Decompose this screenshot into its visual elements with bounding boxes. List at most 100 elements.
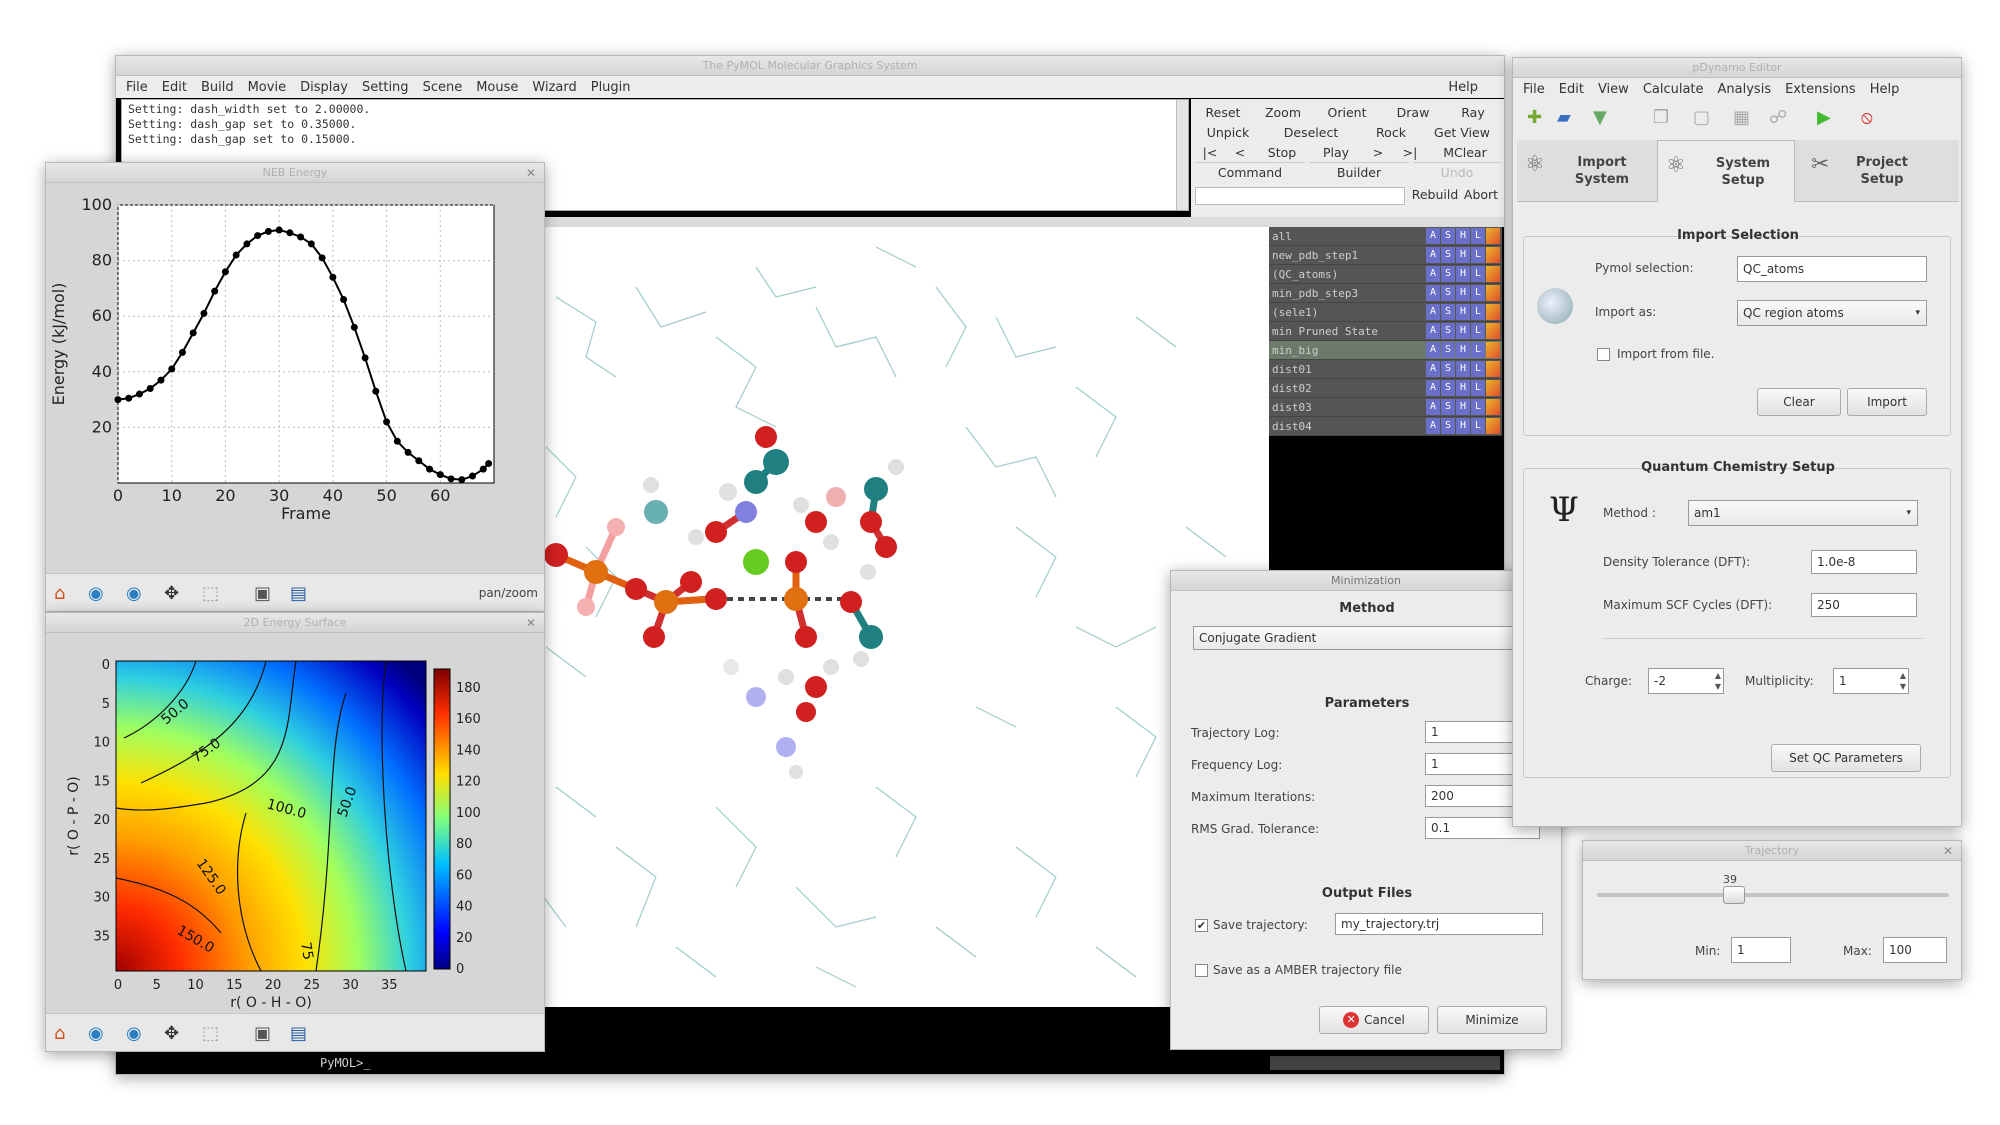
menu-display[interactable]: Display [300,79,348,95]
method-select[interactable]: Conjugate Gradient▾ [1193,626,1539,650]
menu-extensions[interactable]: Extensions [1785,81,1856,97]
menu-build[interactable]: Build [200,79,234,95]
menu-edit[interactable]: Edit [1558,81,1584,97]
forward-icon[interactable]: ◉ [126,1023,142,1044]
max-iterations-input[interactable]: 200 [1425,785,1540,807]
menu-calculate[interactable]: Calculate [1642,81,1704,97]
forward-frame-button[interactable]: > [1372,145,1384,160]
orient-button[interactable]: Orient [1327,105,1367,120]
get-view-button[interactable]: Get View [1434,125,1490,140]
movie-controls[interactable] [1270,1056,1500,1070]
rms-tolerance-input[interactable]: 0.1 [1425,817,1540,839]
network-icon[interactable]: ☍ [1769,107,1788,128]
import-file-checkbox[interactable] [1597,348,1610,361]
object-row[interactable]: dist02 A S H L [1269,379,1502,398]
object-row[interactable]: dist01 A S H L [1269,360,1502,379]
pymol-command-line[interactable]: PyMOL>_ [316,1052,1504,1074]
save-amber-checkbox[interactable] [1195,964,1208,977]
qc-method-select[interactable]: am1 ▾ [1688,500,1918,526]
rewind-button[interactable]: |< [1202,145,1218,160]
back-frame-button[interactable]: < [1234,145,1246,160]
log-scrollbar[interactable] [1176,100,1188,210]
new-icon[interactable]: ✚ [1527,107,1543,128]
import-button[interactable]: Import [1847,388,1927,416]
frequency-log-input[interactable]: 1 [1425,753,1540,775]
object-row[interactable]: (sele1) A S H L [1269,303,1502,322]
trajectory-file-input[interactable]: my_trajectory.trj [1335,913,1543,935]
menu-help[interactable]: Help [1448,79,1478,95]
menu-file[interactable]: File [1523,81,1545,97]
menu-analysis[interactable]: Analysis [1717,81,1772,97]
object-row[interactable]: (QC_atoms) A S H L [1269,265,1502,284]
object-row[interactable]: dist04 A S H L [1269,417,1502,436]
import-as-select[interactable]: QC region atoms ▾ [1737,300,1927,326]
stop-icon[interactable]: ⦸ [1861,107,1873,128]
save-icon[interactable]: ▤ [290,1023,308,1044]
menu-movie[interactable]: Movie [247,79,287,95]
menu-mouse[interactable]: Mouse [476,79,519,95]
tab-import-system[interactable]: ⚛ Import System [1525,152,1630,187]
deselect-button[interactable]: Deselect [1283,125,1339,140]
object-row[interactable]: min_big A S H L [1269,341,1502,360]
rock-button[interactable]: Rock [1376,125,1406,140]
set-qc-parameters-button[interactable]: Set QC Parameters [1771,744,1921,772]
object-row[interactable]: all A S H L [1269,227,1502,246]
frame-slider-handle[interactable] [1723,886,1746,904]
save-icon[interactable]: ▤ [290,583,308,604]
clear-button[interactable]: Clear [1757,388,1841,416]
configure-icon[interactable]: ▣ [254,1023,272,1044]
menu-file[interactable]: File [126,79,148,95]
back-icon[interactable]: ◉ [88,1023,104,1044]
pymol-command-input[interactable] [1195,187,1405,205]
cancel-button[interactable]: ✕ Cancel [1319,1006,1429,1034]
pan-icon[interactable]: ✥ [164,583,180,604]
density-tolerance-input[interactable]: 1.0e-8 [1811,550,1917,574]
builder-button[interactable]: Builder [1309,162,1409,183]
save-trajectory-checkbox[interactable]: ✔ [1195,919,1208,932]
play-button[interactable]: Play [1322,145,1350,160]
spin-arrows-icon[interactable]: ▲ ▼ [1899,671,1906,691]
object-row[interactable]: min Pruned State A S H L [1269,322,1502,341]
close-icon[interactable]: ✕ [525,616,536,630]
menu-setting[interactable]: Setting [362,79,409,95]
menu-view[interactable]: View [1597,81,1629,97]
menu-wizard[interactable]: Wizard [532,79,577,95]
spin-arrows-icon[interactable]: ▲ ▼ [1714,671,1721,691]
close-icon[interactable]: ✕ [525,166,536,180]
copy-icon[interactable]: ❐ [1653,107,1670,128]
back-icon[interactable]: ◉ [88,583,104,604]
tab-project-setup[interactable]: ✂ Project Setup [1811,152,1909,187]
object-row[interactable]: min_pdb_step3 A S H L [1269,284,1502,303]
reset-button[interactable]: Reset [1205,105,1241,120]
frame-slider-track[interactable] [1597,893,1949,897]
min-input[interactable]: 1 [1731,937,1791,963]
configure-icon[interactable]: ▣ [254,583,272,604]
undo-button[interactable]: Undo [1413,162,1501,183]
draw-button[interactable]: Draw [1396,105,1430,120]
stop-button[interactable]: Stop [1267,145,1297,160]
end-button[interactable]: >| [1402,145,1418,160]
paste-icon[interactable]: ▢ [1693,107,1711,128]
ray-button[interactable]: Ray [1461,105,1485,120]
pan-icon[interactable]: ✥ [164,1023,180,1044]
rebuild-button[interactable]: Rebuild [1411,187,1459,202]
menu-edit[interactable]: Edit [161,79,187,95]
home-icon[interactable]: ⌂ [54,583,66,604]
zoom-button[interactable]: Zoom [1264,105,1302,120]
max-input[interactable]: 100 [1883,937,1947,963]
menu-plugin[interactable]: Plugin [590,79,631,95]
menu-scene[interactable]: Scene [422,79,463,95]
home-icon[interactable]: ⌂ [54,1023,66,1044]
scf-cycles-input[interactable]: 250 [1811,593,1917,617]
tab-system-setup[interactable]: ⚛ System Setup [1657,140,1795,202]
open-icon[interactable]: ▰ [1557,107,1571,128]
abort-button[interactable]: Abort [1463,187,1499,202]
minimize-button[interactable]: Minimize [1437,1006,1547,1034]
multiplicity-spinbox[interactable]: 1 ▲ ▼ [1833,668,1909,694]
unpick-button[interactable]: Unpick [1206,125,1250,140]
object-row[interactable]: dist03 A S H L [1269,398,1502,417]
forward-icon[interactable]: ◉ [126,583,142,604]
run-icon[interactable]: ▶ [1817,107,1831,128]
object-row[interactable]: new_pdb_step1 A S H L [1269,246,1502,265]
pymol-selection-input[interactable]: QC_atoms [1737,256,1927,282]
